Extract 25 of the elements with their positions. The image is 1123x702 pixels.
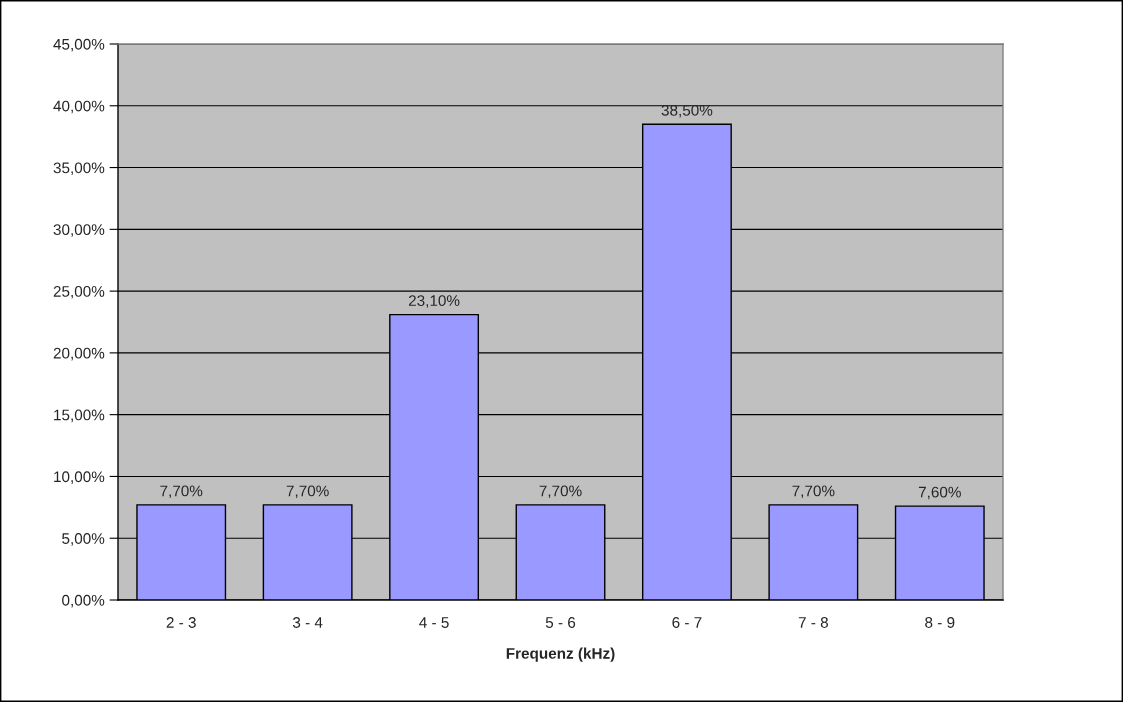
y-tick-label: 10,00% xyxy=(54,471,105,484)
x-tick-label: 8 - 9 xyxy=(925,617,955,628)
y-tick-label: 20,00% xyxy=(53,347,105,361)
data-label: 23,10% xyxy=(408,295,460,308)
y-tick-label: 0,00% xyxy=(62,594,105,608)
x-tick-label: 7 - 8 xyxy=(798,617,828,628)
x-tick-label: 3 - 4 xyxy=(292,617,323,628)
x-tick-label: 2 - 3 xyxy=(166,617,196,628)
data-label: 7,70% xyxy=(539,485,582,499)
x-tick-label: 4 - 5 xyxy=(419,617,449,628)
data-label: 38,50% xyxy=(661,104,713,118)
y-tick-label: 5,00% xyxy=(62,533,105,546)
data-label: 7,70% xyxy=(286,485,329,499)
y-tick-label: 15,00% xyxy=(54,409,105,423)
y-tick-label: 30,00% xyxy=(53,224,105,237)
y-tick-label: 45,00% xyxy=(53,38,105,52)
y-tick-label: 40,00% xyxy=(53,100,105,114)
y-tick-label: 35,00% xyxy=(53,162,105,176)
data-label: 7,60% xyxy=(918,486,961,500)
x-tick-label: 6 - 7 xyxy=(672,617,702,628)
x-tick-label: 5 - 6 xyxy=(545,617,576,628)
data-label: 7,70% xyxy=(792,485,835,499)
data-label: 7,70% xyxy=(160,485,203,499)
y-tick-label: 25,00% xyxy=(53,285,105,299)
x-axis-title: Frequenz (kHz) xyxy=(506,647,615,662)
